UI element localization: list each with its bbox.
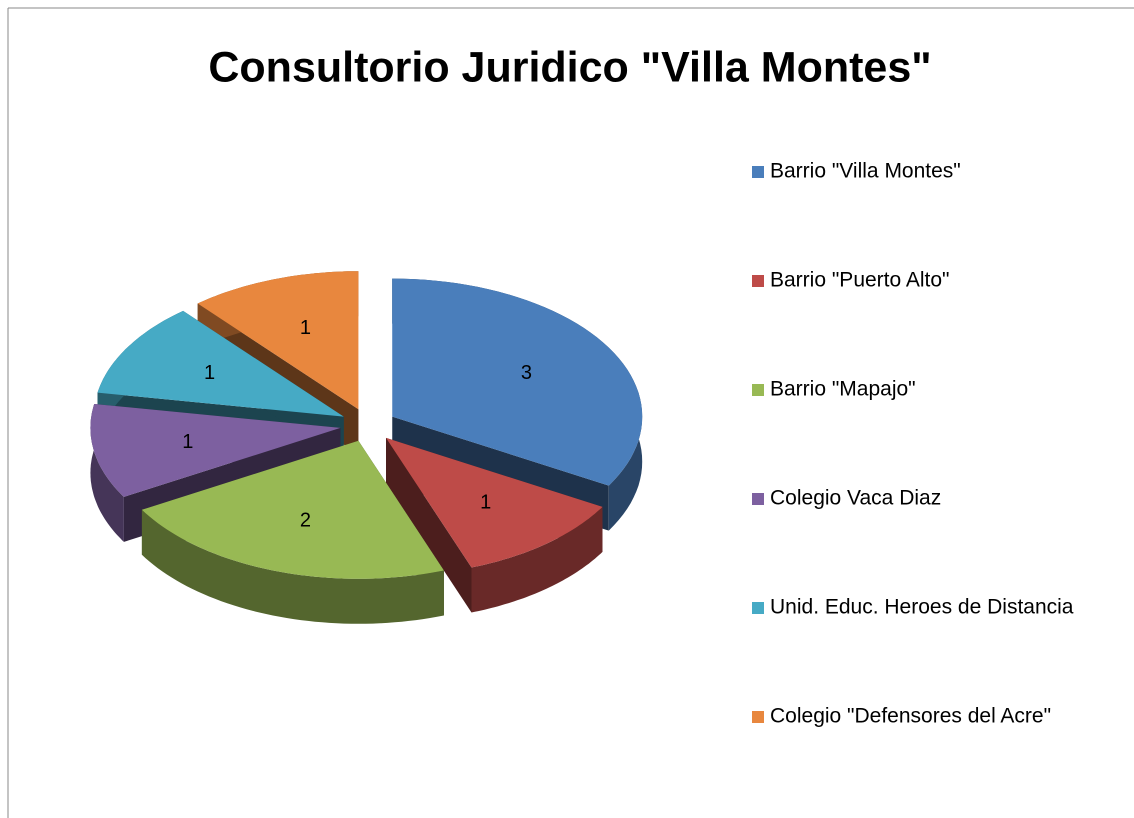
legend-label: Unid. Educ. Heroes de Distancia [770,596,1074,619]
slice [197,271,359,410]
legend-label: Barrio "Mapajo" [770,378,916,401]
data-label: 1 [182,431,193,453]
legend-swatch [752,166,764,178]
legend-label: Colegio "Defensores del Acre" [770,705,1051,728]
slice [385,437,603,568]
data-label: 3 [521,362,532,384]
legend-label: Barrio "Villa Montes" [770,160,961,183]
legend-swatch [752,493,764,505]
slice-wall [471,506,603,613]
legend-label: Colegio Vaca Diaz [770,487,941,510]
legend-label: Barrio "Puerto Alto" [770,269,950,292]
slice [90,404,341,497]
data-label: 2 [300,509,311,531]
chart-title: Consultorio Juridico "Villa Montes" [208,43,931,91]
data-label: 1 [204,362,215,384]
legend-swatch [752,275,764,287]
data-label: 1 [300,317,311,339]
slice-wall [141,509,444,624]
slice [392,278,643,486]
data-label: 1 [480,492,491,514]
slice [97,310,344,417]
slice-wall [90,404,124,542]
legend-swatch [752,384,764,396]
slice [141,440,444,579]
legend-swatch [752,711,764,723]
legend-swatch [752,602,764,614]
slice-side [385,437,472,613]
